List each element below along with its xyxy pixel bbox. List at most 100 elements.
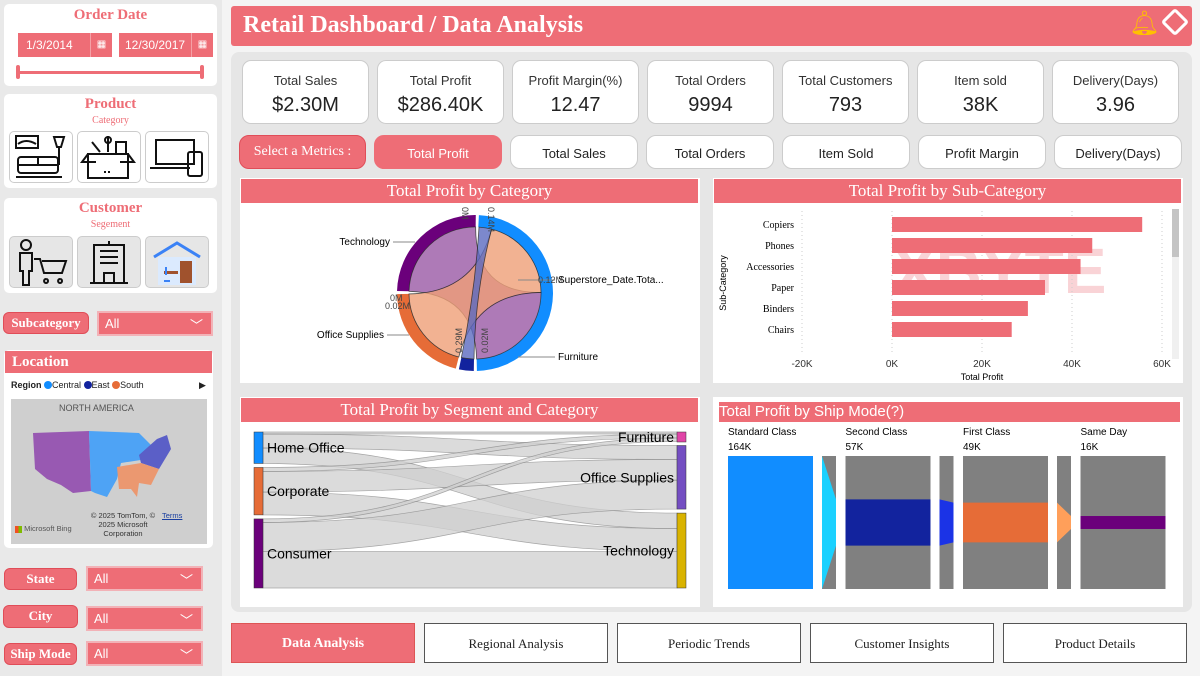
chord-node-label: Technology <box>339 237 390 248</box>
stage-bar[interactable] <box>963 502 1048 543</box>
chord-node-label: Superstore_Date.Tota... <box>558 275 664 286</box>
sankey-source-label: Corporate <box>267 483 329 499</box>
metric-button[interactable]: Total Profit <box>374 135 502 169</box>
scrollbar-thumb[interactable] <box>1172 209 1179 257</box>
chevron-down-icon: ﹀ <box>179 613 193 628</box>
chord-arc[interactable] <box>476 215 554 371</box>
metric-button[interactable]: Item Sold <box>782 135 910 169</box>
shipmode-visual: Total Profit by Ship Mode(?) Standard Cl… <box>713 397 1183 607</box>
stage-value: 49K <box>963 442 981 453</box>
metric-button[interactable]: Total Sales <box>510 135 638 169</box>
region-map[interactable]: NORTH AMERICA © 2025 TomTom, © 2025 Micr… <box>11 399 207 544</box>
legend-label: Central <box>52 380 82 390</box>
legend-item[interactable]: Central <box>44 380 81 390</box>
kpi-label: Total Orders <box>675 73 746 88</box>
kpi-value: 793 <box>828 94 863 116</box>
sankey-target-node[interactable] <box>676 445 687 510</box>
end-date-input[interactable]: 12/30/2017 ▦ <box>119 33 213 57</box>
sankey-target-label: Furniture <box>618 429 674 445</box>
furniture-icon[interactable] <box>9 131 73 183</box>
metric-button[interactable]: Total Orders <box>646 135 774 169</box>
sankey-chart[interactable]: Home Office Corporate Consumer Furniture Off… <box>240 422 700 607</box>
bar[interactable] <box>892 217 1143 232</box>
kpi-value: 9994 <box>688 94 733 116</box>
corporate-icon[interactable] <box>77 236 141 288</box>
office-supplies-icon[interactable] <box>77 131 141 183</box>
stage-bar[interactable] <box>845 499 931 546</box>
bar[interactable] <box>892 259 1081 274</box>
page-title: Retail Dashboard / Data Analysis <box>243 12 584 38</box>
chord-arc[interactable] <box>397 215 476 292</box>
home-office-icon[interactable] <box>145 236 209 288</box>
location-panel: Location Region Central East South ▶ NOR… <box>4 350 213 548</box>
map-legend: Region Central East South ▶ <box>11 380 206 390</box>
sankey-target-node[interactable] <box>676 431 687 443</box>
slider-handle-end[interactable] <box>200 65 204 79</box>
metric-button[interactable]: Profit Margin <box>918 135 1046 169</box>
chord-node-label: Office Supplies <box>317 330 384 341</box>
kpi-label: Profit Margin(%) <box>528 73 623 88</box>
chord-tick-label: 0.12M <box>538 275 563 285</box>
us-region-shapes <box>33 431 171 497</box>
start-date-input[interactable]: 1/3/2014 ▦ <box>18 33 112 57</box>
stage-value: 164K <box>728 442 752 453</box>
sankey-source-node[interactable] <box>253 518 264 589</box>
stage-bar[interactable] <box>1080 516 1166 529</box>
chord-arc[interactable] <box>397 293 459 369</box>
bar[interactable] <box>892 280 1045 295</box>
scrollbar-track[interactable] <box>1172 209 1179 359</box>
nav-tab[interactable]: Regional Analysis <box>424 623 608 663</box>
bar-chart[interactable]: XBYTE-20K0K20K40K60KCopiersPhonesAccesso… <box>713 203 1183 383</box>
sankey-link[interactable] <box>262 431 678 435</box>
sankey-source-node[interactable] <box>253 467 264 516</box>
nav-tab[interactable]: Periodic Trends <box>617 623 801 663</box>
slider-handle-start[interactable] <box>16 65 20 79</box>
chord-chart[interactable]: Technology Office Supplies Furniture Supers… <box>240 203 700 383</box>
subcategory-value: All <box>105 316 120 331</box>
bell-icon[interactable]: 🔔︎ <box>1129 9 1160 37</box>
consumer-icon[interactable] <box>9 236 73 288</box>
nav-tab[interactable]: Product Details <box>1003 623 1187 663</box>
bar[interactable] <box>892 301 1028 316</box>
chord-ribbon[interactable] <box>460 226 493 360</box>
kpi-value: 38K <box>962 94 999 116</box>
nav-tab[interactable]: Customer Insights <box>810 623 994 663</box>
chord-arc[interactable] <box>458 357 474 371</box>
x-tick-label: 0K <box>886 359 899 370</box>
bar[interactable] <box>892 238 1093 253</box>
kpi-value: $2.30M <box>272 94 339 116</box>
stage-bar[interactable] <box>728 456 813 589</box>
legend-next-icon[interactable]: ▶ <box>199 380 206 390</box>
state-dropdown[interactable]: All ﹀ <box>86 566 203 591</box>
chart-title: Total Profit by Ship Mode(?) <box>719 402 1180 422</box>
chord-tick-label: 0.14M <box>486 207 496 232</box>
bar[interactable] <box>892 322 1012 337</box>
chart-title: Total Profit by Sub-Category <box>714 179 1181 203</box>
metric-button[interactable]: Delivery(Days) <box>1054 135 1182 169</box>
legend-item[interactable]: South <box>110 380 144 390</box>
calendar-icon[interactable]: ▦ <box>90 33 112 57</box>
chord-tick-label: 0M <box>390 293 403 303</box>
legend-title: Region <box>11 380 42 390</box>
map-terms-link[interactable]: Terms <box>162 511 183 520</box>
map-copyright: © 2025 TomTom, © 2025 Microsoft Corporat… <box>90 511 156 538</box>
sankey-source-node[interactable] <box>253 431 264 464</box>
y-tick-label: Copiers <box>763 220 794 231</box>
ship-mode-dropdown[interactable]: All ﹀ <box>86 641 203 666</box>
ship-mode-chart[interactable]: Standard Class 164K Second Class 57K First C… <box>713 422 1183 607</box>
legend-item[interactable]: East <box>81 380 110 390</box>
city-dropdown[interactable]: All ﹀ <box>86 606 203 631</box>
nav-tab[interactable]: Data Analysis <box>231 623 415 663</box>
technology-icon[interactable] <box>145 131 209 183</box>
city-value: All <box>94 611 109 626</box>
subcategory-dropdown[interactable]: All ﹀ <box>97 311 213 336</box>
date-range-slider[interactable] <box>17 71 203 74</box>
kpi-card: Item sold 38K <box>917 60 1044 124</box>
customer-title: Customer <box>78 200 143 216</box>
sankey-target-node[interactable] <box>676 512 687 589</box>
calendar-icon[interactable]: ▦ <box>191 33 213 57</box>
kpi-label: Item sold <box>954 73 1007 88</box>
eraser-icon[interactable] <box>1160 7 1190 37</box>
kpi-label: Delivery(Days) <box>1072 73 1159 88</box>
map-label: NORTH AMERICA <box>59 403 134 413</box>
